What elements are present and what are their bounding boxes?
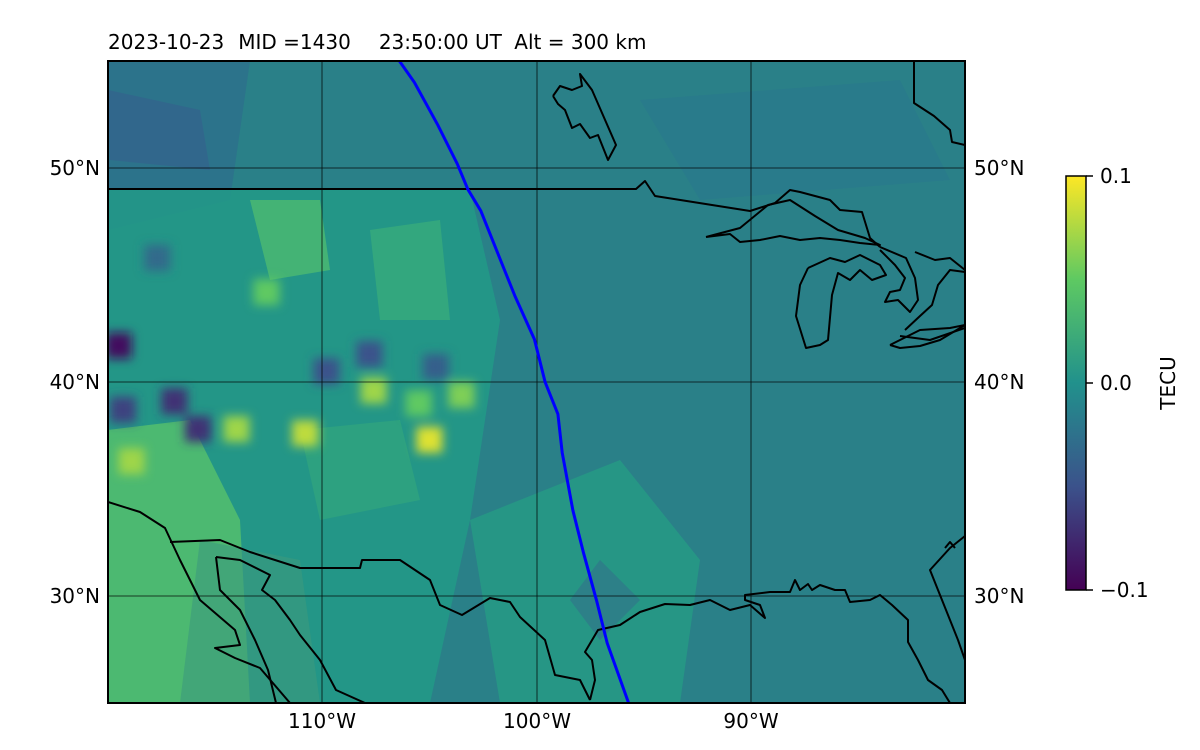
lat-labels-right: 50°N 40°N 30°N — [974, 156, 1024, 608]
georgian-bay — [914, 251, 965, 271]
ontario-shore — [904, 269, 965, 331]
tec-regions — [108, 61, 950, 703]
gulf-of-california — [169, 539, 591, 701]
colorbar-label: TECU — [1156, 356, 1180, 410]
colorbar-gradient — [1065, 175, 1087, 591]
lake-michigan — [795, 254, 887, 349]
title-date: 2023-10-23 — [108, 30, 224, 54]
lake-ontario — [899, 327, 965, 341]
lake-huron — [879, 246, 919, 313]
tec-anomaly-9 — [223, 416, 250, 443]
texas-coast — [584, 579, 951, 703]
graticule — [108, 61, 965, 703]
tec-anomaly-4 — [313, 358, 340, 385]
lat-label-40n: 40°N — [50, 370, 100, 394]
lat-label-40n-right: 40°N — [974, 370, 1024, 394]
tec-anomaly-3 — [184, 416, 211, 443]
hudson-bay-coast — [552, 73, 617, 161]
tec-anomaly-10 — [292, 420, 319, 447]
us-canada-border — [108, 180, 881, 248]
quebec-coast — [913, 61, 965, 146]
plot-title: 2023-10-23 MID =1430 23:50:00 UT Alt = 300 … — [108, 30, 646, 54]
tec-anomaly-12 — [405, 390, 432, 417]
tec-anomaly-8 — [118, 448, 145, 475]
tec-anomaly-11 — [360, 377, 387, 404]
colorbar-tick-label-max: 0.1 — [1100, 164, 1132, 188]
lon-label-110w: 110°W — [288, 709, 356, 733]
satellite-track — [398, 61, 631, 703]
lake-superior — [705, 199, 881, 246]
lat-label-50n: 50°N — [50, 156, 100, 180]
tec-anomalies — [108, 244, 475, 475]
colorbar: 0.1 0.0 −0.1 TECU — [1065, 164, 1180, 602]
map-frame — [107, 60, 966, 704]
lat-label-30n: 30°N — [50, 584, 100, 608]
colorbar-tick-label-min: −0.1 — [1100, 578, 1149, 602]
colorbar-tick-label-mid: 0.0 — [1100, 371, 1132, 395]
tec-anomaly-7 — [144, 244, 171, 271]
tec-anomaly-6 — [422, 354, 449, 381]
lon-label-90w: 90°W — [723, 709, 778, 733]
coastlines — [108, 61, 965, 703]
title-alt: Alt = 300 km — [514, 30, 646, 54]
baja-coast — [108, 501, 291, 703]
tec-anomaly-1 — [109, 396, 136, 423]
tec-anomaly-13 — [448, 381, 475, 408]
lat-label-30n-right: 30°N — [974, 584, 1024, 608]
lat-labels-left: 50°N 40°N 30°N — [50, 156, 100, 608]
tec-anomaly-15 — [253, 279, 280, 306]
tec-anomaly-5 — [356, 341, 383, 368]
tec-anomaly-0 — [108, 332, 132, 359]
tec-anomaly-14 — [416, 426, 443, 453]
tec-anomaly-2 — [161, 388, 188, 415]
baja-inner — [215, 556, 277, 703]
lon-labels: 110°W 100°W 90°W — [288, 709, 779, 733]
lat-label-50n-right: 50°N — [974, 156, 1024, 180]
title-time: 23:50:00 UT — [379, 30, 503, 54]
map-area — [108, 61, 965, 703]
baja-peninsula — [215, 556, 366, 703]
lon-label-100w: 100°W — [503, 709, 571, 733]
florida-west — [944, 541, 956, 549]
title-mid: MID =1430 — [238, 30, 351, 54]
